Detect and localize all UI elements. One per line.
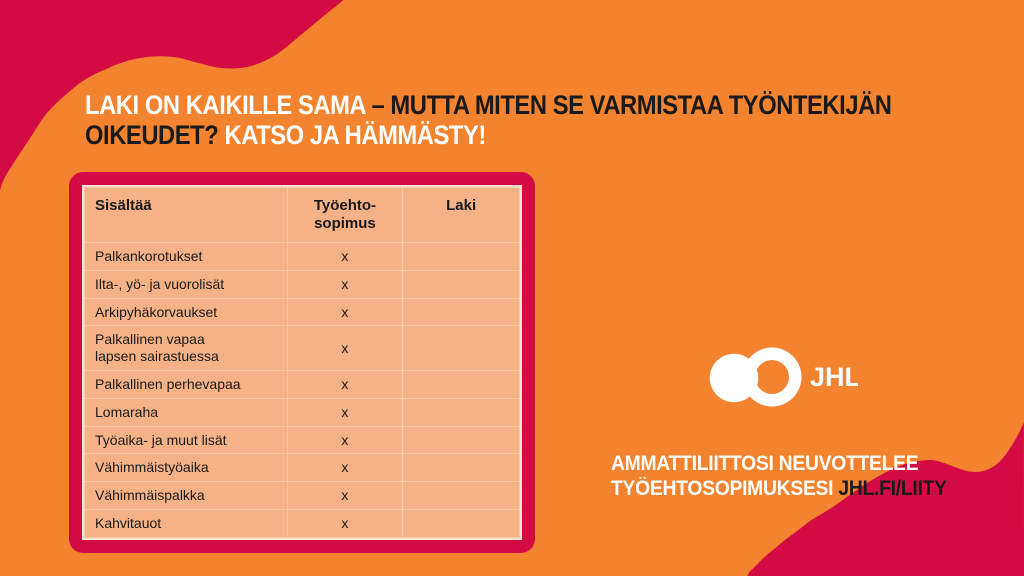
svg-text:JHL: JHL: [810, 362, 858, 392]
